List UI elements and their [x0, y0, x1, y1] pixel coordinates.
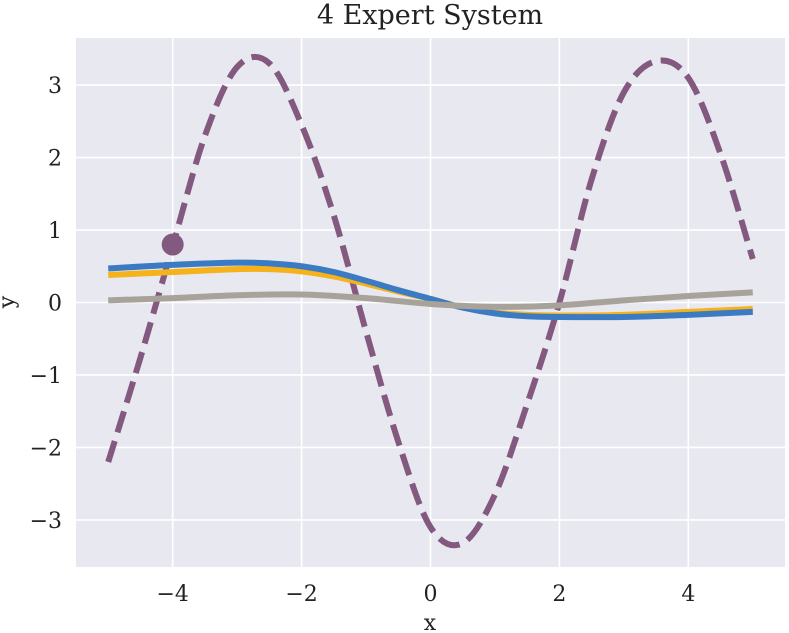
y-tick-label: 0 [48, 292, 62, 317]
series-line-3 [108, 259, 753, 321]
y-tick-label: 2 [48, 147, 62, 172]
y-tick-label: 1 [48, 219, 62, 244]
x-tick-label: −2 [285, 582, 317, 607]
y-tick-label: −2 [30, 436, 62, 461]
x-tick-label: 2 [552, 582, 566, 607]
series-line-4 [108, 289, 753, 310]
chart-title: 4 Expert System [317, 0, 543, 31]
y-tick-label: −1 [30, 364, 62, 389]
y-tick-label: −3 [30, 509, 62, 534]
y-ticks: −3 −2 −1 0 1 2 3 [30, 74, 62, 534]
x-tick-label: −4 [156, 582, 188, 607]
series-lines [105, 54, 756, 549]
y-tick-label: 3 [48, 74, 62, 99]
highlight-marker [161, 233, 184, 256]
series-line-1 [105, 54, 756, 549]
y-axis-label: y [0, 295, 20, 309]
markers [161, 233, 184, 256]
x-tick-label: 4 [681, 582, 695, 607]
x-tick-label: 0 [424, 582, 438, 607]
x-ticks: −4 −2 0 2 4 [156, 582, 695, 607]
x-axis-label: x [424, 611, 437, 633]
